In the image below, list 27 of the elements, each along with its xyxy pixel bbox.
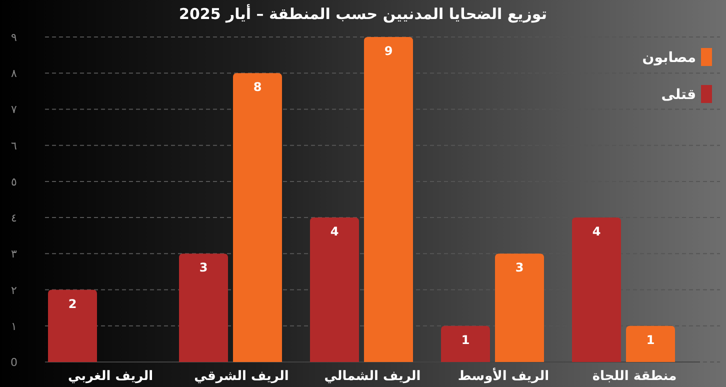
data-label: 9	[384, 44, 393, 58]
chart-title: توزيع الضحايا المدنيين حسب المنطقة – أيار 2025	[179, 4, 547, 23]
data-label: 3	[515, 260, 524, 275]
data-label: 1	[646, 332, 655, 347]
data-label: 2	[68, 296, 77, 311]
y-tick-label: ٣	[11, 248, 18, 261]
x-tick-label: منطقة اللجاة	[592, 369, 677, 384]
x-tick-label: الريف الشرقي	[194, 369, 289, 384]
data-label: 4	[592, 224, 601, 239]
y-tick-label: ٩	[11, 31, 18, 44]
legend-label: مصابون	[642, 50, 696, 66]
y-tick-label: ٦	[11, 139, 18, 152]
data-label: 4	[330, 224, 339, 239]
data-label: 1	[461, 332, 470, 347]
data-label: 3	[199, 260, 208, 275]
y-tick-label: ٧	[11, 103, 18, 116]
y-tick-label: ١	[11, 320, 17, 333]
y-tick-label: ٤	[11, 212, 18, 225]
y-tick-label: ٨	[11, 67, 18, 80]
x-tick-label: الريف الشمالي	[324, 369, 421, 384]
x-tick-label: الريف الأوسط	[458, 367, 550, 384]
y-tick-label: ٢	[11, 284, 18, 297]
y-tick-label: ٥	[11, 175, 18, 188]
data-label: 8	[253, 80, 262, 94]
legend-label: قتلى	[661, 87, 696, 103]
y-tick-label: 0	[10, 356, 18, 369]
x-tick-label: الريف الغربي	[68, 369, 154, 384]
